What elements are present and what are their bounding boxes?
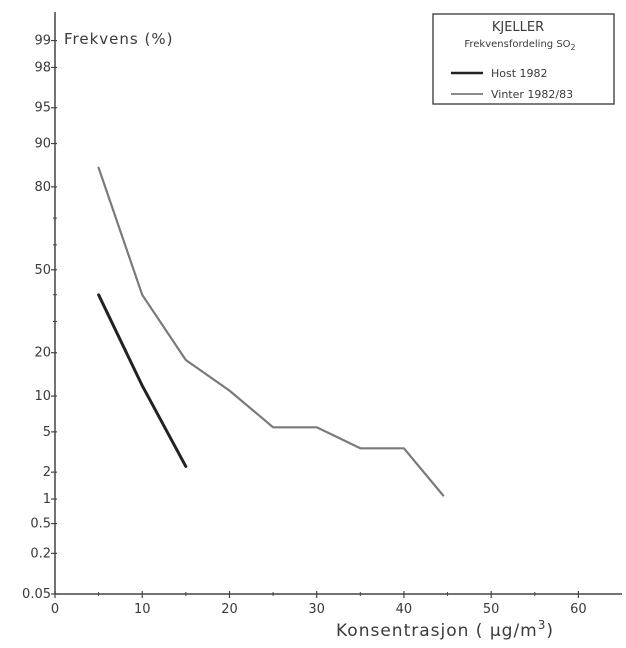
- series-line-host-1982: [97, 293, 188, 468]
- x-tick-label: 10: [134, 602, 151, 617]
- y-tick-label: 95: [34, 101, 51, 116]
- ticks: 99 98 95 90 80 50 20 10 5 2 1 0.5 0.2 0.050 10 20 30 40 50…: [22, 34, 587, 617]
- x-tick-label: 20: [221, 602, 238, 617]
- x-tick-label: 40: [396, 602, 413, 617]
- series-line-vinter-1982-83: [97, 166, 445, 497]
- y-tick-label: 90: [34, 137, 51, 152]
- x-tick-label: 60: [570, 602, 587, 617]
- x-tick-label: 50: [483, 602, 500, 617]
- y-tick-label: 2: [43, 465, 51, 480]
- y-tick-label: 50: [34, 263, 51, 278]
- y-tick-label: 0.05: [22, 587, 51, 602]
- y-tick-label: 10: [34, 389, 51, 404]
- legend-box: [432, 13, 615, 105]
- y-axis-label: Frekvens (%): [64, 30, 173, 48]
- y-tick-label: 0.2: [30, 546, 51, 561]
- y-tick-label: 1: [43, 492, 51, 507]
- x-tick-label: 30: [308, 602, 325, 617]
- y-tick-label: 98: [34, 60, 51, 75]
- y-tick-label: 99: [34, 34, 51, 49]
- y-tick-label: 0.5: [30, 517, 51, 532]
- legend-title: KJELLER: [492, 20, 544, 35]
- legend-entry-host: Host 1982: [491, 67, 548, 80]
- x-tick-label: 0: [51, 602, 59, 617]
- legend-entry-vinter: Vinter 1982/83: [491, 88, 573, 101]
- legend: KJELLER Frekvensfordeling SO2 Host 1982 …: [432, 13, 615, 105]
- y-tick-label: 80: [34, 180, 51, 195]
- axes: [54, 12, 622, 595]
- y-tick-label: 20: [34, 346, 51, 361]
- y-tick-label: 5: [43, 425, 51, 440]
- x-axis-label: Konsentrasjon ( µg/m3): [336, 618, 554, 641]
- legend-subtitle: Frekvensfordeling SO2: [464, 39, 575, 52]
- series-lines: [97, 166, 445, 497]
